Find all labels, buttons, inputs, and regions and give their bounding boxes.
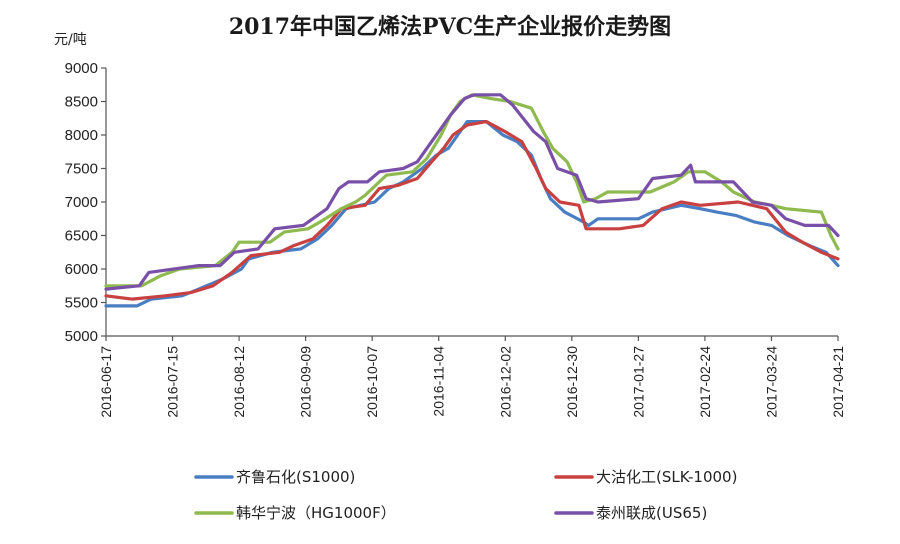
x-tick-label: 2017-02-24 — [697, 346, 713, 418]
series-line-4 — [104, 93, 840, 291]
x-tick-label: 2017-03-24 — [763, 346, 779, 418]
x-tick-label: 2016-11-04 — [431, 346, 447, 417]
x-tick-label: 2016-06-17 — [98, 346, 114, 418]
y-tick-label: 9000 — [65, 60, 98, 77]
y-tick-label: 6500 — [65, 228, 98, 245]
chart-title: 2017年中国乙烯法PVC生产企业报价走势图 — [229, 14, 671, 40]
legend-label-2: 大沽化工(SLK-1000) — [596, 468, 737, 486]
x-tick-label: 2016-07-15 — [165, 346, 181, 418]
y-tick-label: 8500 — [65, 94, 98, 111]
y-tick-label: 5000 — [65, 328, 98, 345]
y-tick-label: 8000 — [65, 127, 98, 144]
x-tick-label: 2016-12-30 — [564, 346, 580, 418]
y-tick-label: 5500 — [65, 295, 98, 312]
plot-area: 5000 5500 6000 6500 7000 7500 8000 8500 9000 2016… — [65, 60, 846, 418]
y-tick-label: 6000 — [65, 261, 98, 278]
x-tick-label: 2017-04-21 — [830, 346, 846, 418]
x-tick-label: 2016-09-09 — [298, 346, 314, 418]
legend: 齐鲁石化(S1000) 大沽化工(SLK-1000) 韩华宁波（HG1000F） 泰州… — [194, 468, 737, 522]
y-tick-label: 7000 — [65, 194, 98, 211]
legend-label-3: 韩华宁波（HG1000F） — [236, 504, 396, 522]
legend-label-4: 泰州联成(US65) — [596, 504, 707, 522]
series-line-1 — [104, 119, 840, 308]
y-tick-label: 7500 — [65, 161, 98, 178]
x-tick-label: 2016-10-07 — [364, 346, 380, 418]
x-tick-label: 2016-08-12 — [231, 346, 247, 418]
x-tick-label: 2017-01-27 — [630, 346, 646, 418]
legend-label-1: 齐鲁石化(S1000) — [236, 468, 355, 486]
x-tick-label: 2016-12-02 — [497, 346, 513, 418]
y-axis-unit-label: 元/吨 — [54, 32, 87, 48]
series-line-2 — [104, 119, 840, 301]
